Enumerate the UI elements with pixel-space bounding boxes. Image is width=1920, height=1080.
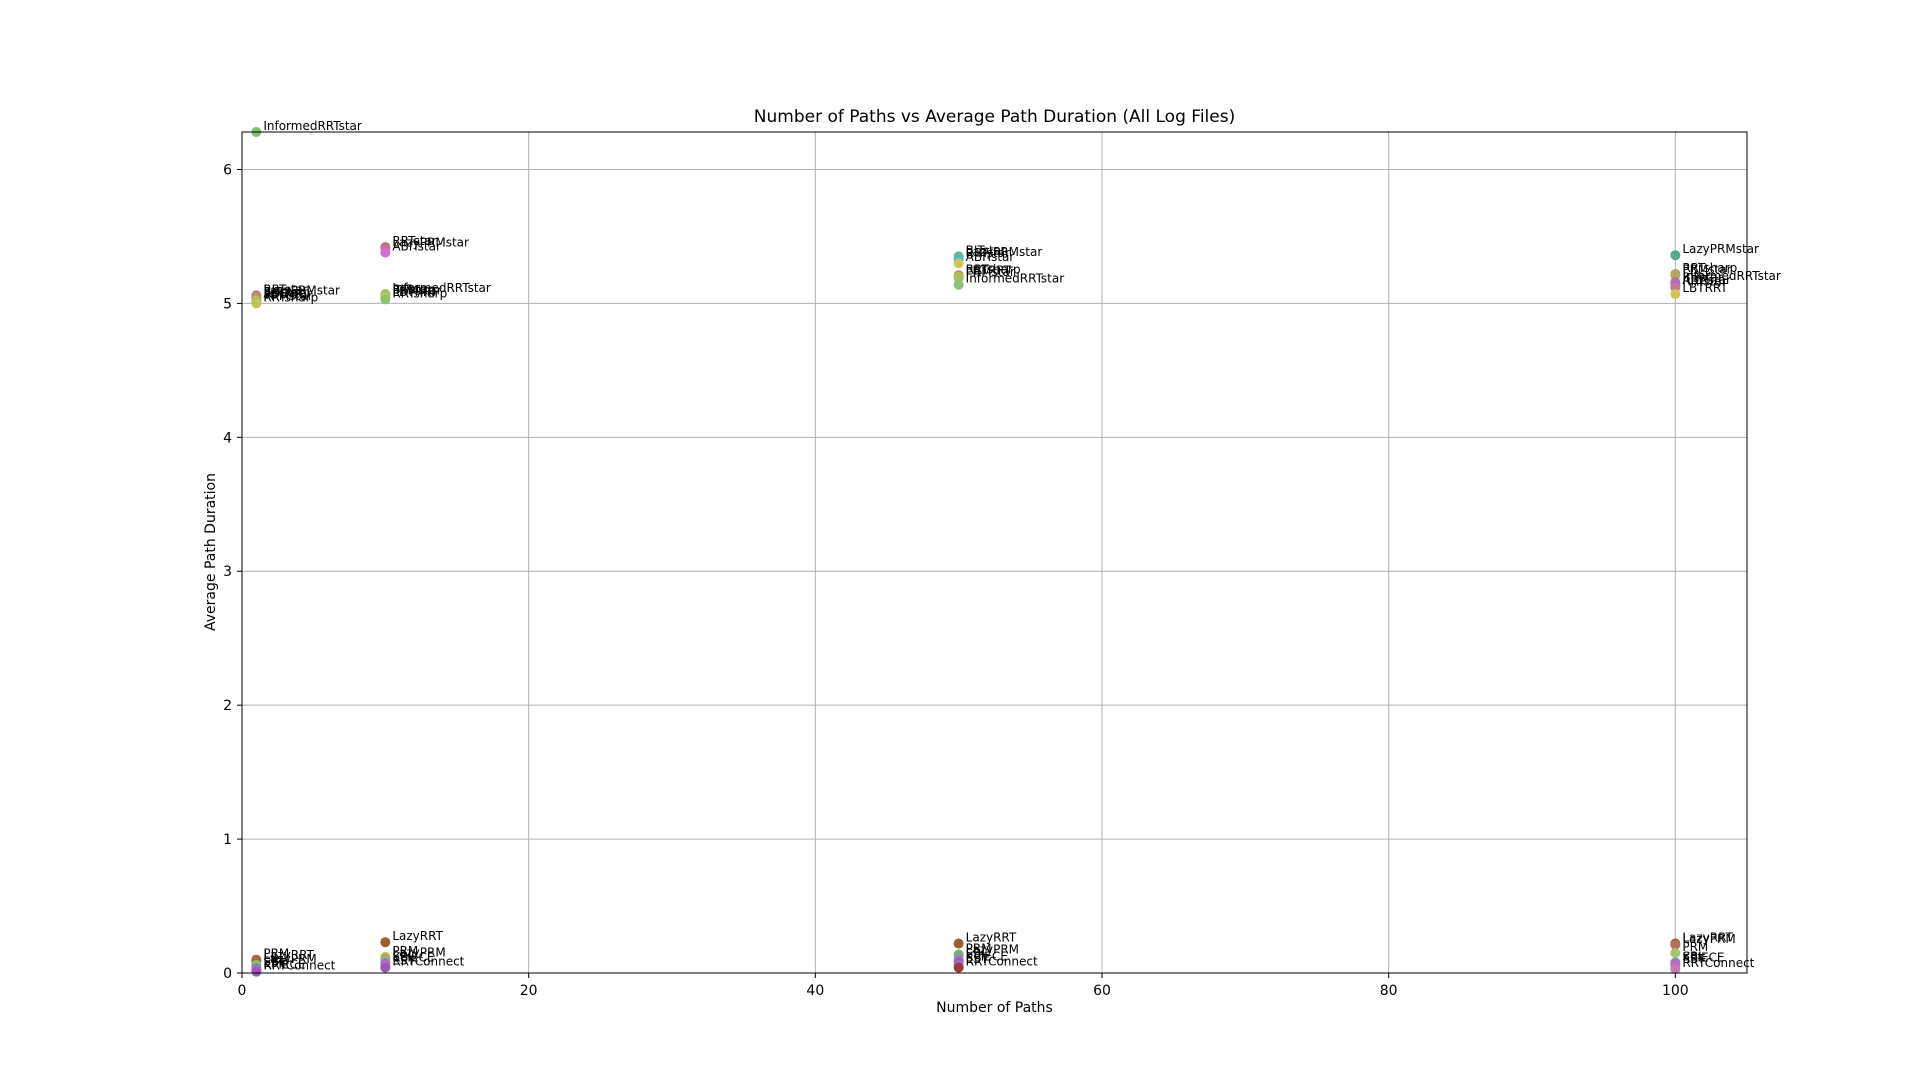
point-label: LazyRRT (1682, 931, 1733, 945)
point-label: PRM (392, 944, 418, 958)
point-label: RRTConnect (1682, 956, 1754, 970)
scatter-point (953, 279, 964, 290)
scatter-point (380, 294, 391, 305)
point-label: KPIECE (1682, 951, 1724, 965)
chart-title: Number of Paths vs Average Path Duration… (754, 107, 1235, 127)
point-label: RRTConnect (966, 955, 1038, 969)
point-label: KPIECE (966, 949, 1008, 963)
point-label: RRTstar (1682, 274, 1726, 288)
point-label: LBTRRT (392, 285, 438, 299)
scatter-point (1670, 939, 1681, 950)
point-label: BITstar (1682, 270, 1722, 284)
y-tick-label: 1 (223, 832, 232, 848)
point-label: EST (1682, 952, 1705, 966)
point-label: LBTRRT (263, 288, 309, 302)
scatter-point (380, 247, 391, 258)
point-label: RRTsharp (1682, 261, 1737, 275)
point-label: InformedRRTstar (966, 272, 1065, 286)
point-label: BITstar (966, 244, 1006, 258)
point-label: SBL (392, 949, 415, 963)
y-tick-label: 6 (223, 162, 232, 178)
point-label: LazyPRM (966, 943, 1019, 957)
x-tick-label: 80 (1380, 983, 1398, 999)
x-axis-ticks: 0 20 40 60 80 100 (238, 973, 1689, 999)
y-axis-label: Average Path Duration (203, 473, 219, 631)
point-label: ABITstar (263, 286, 312, 300)
point-label: LazyRRT (966, 931, 1017, 945)
point-label: LazyPRM (392, 945, 445, 959)
point-label: PRMstar (263, 289, 312, 303)
point-label: LBTRRT (966, 264, 1012, 278)
y-tick-label: 2 (223, 698, 232, 714)
point-label: InformedRRTstar (263, 119, 362, 133)
point-label: EST (263, 956, 286, 970)
point-label: SBL (1682, 949, 1705, 963)
point-label: RRTConnect (263, 959, 335, 973)
point-label: BITstar (392, 282, 432, 296)
scatter-point (1670, 289, 1681, 300)
point-label: KPIECE (263, 957, 305, 971)
point-label: LBTRRT (1682, 281, 1728, 295)
x-tick-label: 100 (1662, 983, 1689, 999)
point-label: LazyPRMstar (966, 245, 1043, 259)
point-label: LazyPRM (1682, 932, 1735, 946)
point-label: LazyRRT (263, 948, 314, 962)
x-axis-label: Number of Paths (936, 1000, 1053, 1016)
point-label: KPIECE (392, 951, 434, 965)
point-label: LazyPRMstar (263, 284, 340, 298)
x-tick-label: 40 (806, 983, 824, 999)
scatter-point (380, 937, 391, 948)
plot-frame (241, 131, 1748, 974)
point-label: InformedRRTstar (1682, 269, 1781, 283)
scatter-point (251, 966, 262, 977)
point-label: RRTsharp (966, 262, 1021, 276)
point-label: ABITstar (1682, 273, 1731, 287)
scatter-point (953, 962, 964, 973)
point-label: PRMstar (966, 265, 1015, 279)
scatter-point (1670, 250, 1681, 261)
scatter-point (953, 938, 964, 949)
point-label: RRTsharp (263, 290, 318, 304)
point-label: RRTConnect (392, 955, 464, 969)
point-label: PRMstar (1682, 262, 1731, 276)
point-label: BITstar (263, 285, 303, 299)
y-axis-ticks: 0 1 2 3 4 5 6 (223, 162, 242, 982)
point-label: LazyPRM (263, 952, 316, 966)
point-label: LazyRRT (392, 929, 443, 943)
x-tick-label: 20 (520, 983, 538, 999)
point-label: RRTstar (392, 234, 436, 248)
point-labels: InformedRRTstarRRTstarLazyPRMstarBITstar… (263, 119, 1781, 973)
point-label: RRTstar (966, 246, 1010, 260)
y-tick-label: 0 (223, 966, 232, 982)
point-label: PRMstar (392, 284, 441, 298)
x-tick-label: 0 (238, 983, 247, 999)
x-tick-label: 60 (1093, 983, 1111, 999)
scatter-point (380, 962, 391, 973)
scatter-point (1670, 947, 1681, 958)
point-label: SBL (263, 955, 286, 969)
y-tick-label: 3 (223, 564, 232, 580)
point-label: RRTsharp (392, 286, 447, 300)
y-tick-label: 4 (223, 430, 232, 446)
point-label: ABITstar (966, 250, 1015, 264)
scatter-point (251, 298, 262, 309)
point-label: LazyPRMstar (1682, 242, 1759, 256)
point-label: SBL (966, 947, 989, 961)
scatter-point (1670, 963, 1681, 974)
scatter-point (953, 258, 964, 269)
point-label: ABITstar (392, 240, 441, 254)
point-label: RRTstar (263, 282, 307, 296)
point-label: EST (966, 952, 989, 966)
point-label: PRM (263, 947, 289, 961)
point-label: InformedRRTstar (392, 281, 491, 295)
point-label: LazyPRMstar (392, 236, 469, 250)
point-label: EST (392, 953, 415, 967)
point-label: PRM (1682, 940, 1708, 954)
y-tick-label: 5 (223, 296, 232, 312)
point-label: PRM (966, 941, 992, 955)
